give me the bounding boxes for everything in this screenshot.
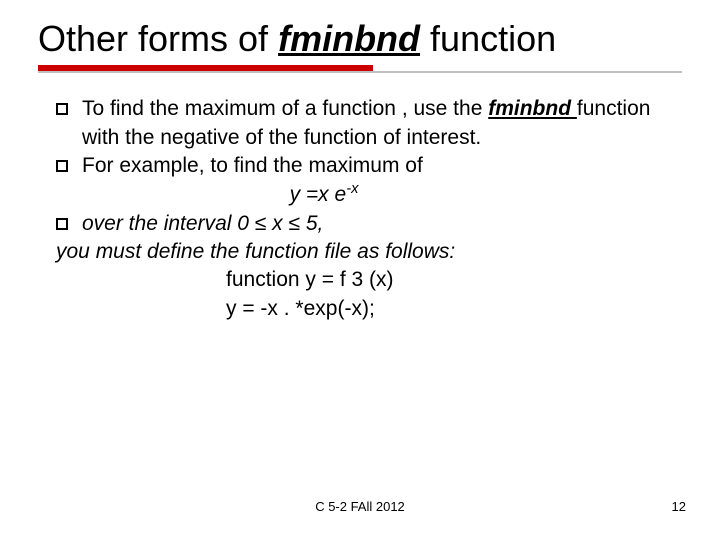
b3-range: 0 ≤ x ≤ 5, [237, 212, 323, 235]
bullet-box-icon [56, 103, 68, 115]
bullet-box-icon [56, 218, 68, 230]
eq-pre: y =x e [290, 183, 347, 206]
footer-page-number: 12 [672, 499, 686, 514]
b3-text: over the interval 0 ≤ x ≤ 5, [82, 210, 682, 238]
bullet-1: To find the maximum of a function , use … [56, 95, 682, 152]
b2-text: For example, to find the maximum of [82, 152, 682, 180]
code-line-1: function y = f 3 (x) [226, 266, 682, 294]
equation-line: y =x e-x [56, 180, 682, 209]
b3-pre: over the interval [82, 212, 237, 235]
title-pre: Other forms of [38, 18, 278, 59]
code-block: function y = f 3 (x) y = -x . *exp(-x); [56, 266, 682, 323]
slide-title: Other forms of fminbnd function [38, 18, 682, 59]
slide-body: To find the maximum of a function , use … [38, 95, 682, 323]
bullet-3: over the interval 0 ≤ x ≤ 5, [56, 210, 682, 238]
bullet-2: For example, to find the maximum of [56, 152, 682, 180]
rule-gray [38, 71, 682, 73]
note-line: you must define the function file as fol… [56, 238, 682, 266]
b1-pre: To find the maximum of a function , use … [82, 97, 488, 120]
title-rule [38, 65, 682, 73]
bullet-box-icon [56, 160, 68, 172]
title-emph: fminbnd [278, 18, 420, 59]
b1-emph: fminbnd [488, 97, 577, 120]
title-post: function [420, 18, 556, 59]
bullet-1-text: To find the maximum of a function , use … [82, 95, 682, 152]
footer-center: C 5-2 FAll 2012 [0, 499, 720, 514]
eq-sup: -x [346, 181, 358, 197]
code-line-2: y = -x . *exp(-x); [226, 295, 682, 323]
slide: Other forms of fminbnd function To find … [0, 0, 720, 540]
